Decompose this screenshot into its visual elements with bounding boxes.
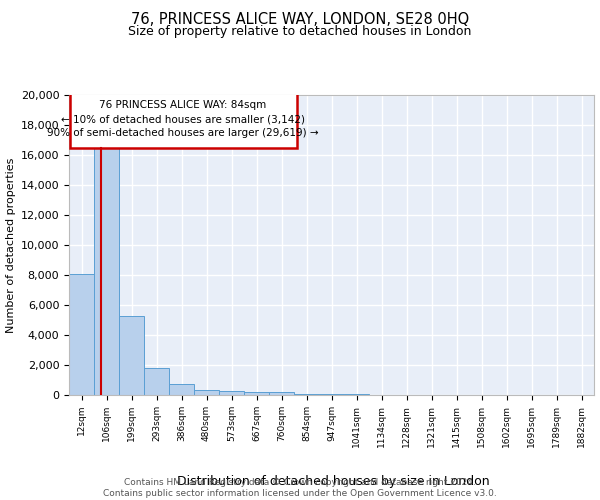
Y-axis label: Number of detached properties: Number of detached properties [7,158,16,332]
Text: 76 PRINCESS ALICE WAY: 84sqm
← 10% of detached houses are smaller (3,142)
90% of: 76 PRINCESS ALICE WAY: 84sqm ← 10% of de… [47,100,319,138]
Text: Size of property relative to detached houses in London: Size of property relative to detached ho… [128,25,472,38]
Bar [269,392,294,395]
Text: Distribution of detached houses by size in London: Distribution of detached houses by size … [176,474,490,488]
Bar [70,90,296,148]
Bar [319,394,344,395]
Text: 76, PRINCESS ALICE WAY, LONDON, SE28 0HQ: 76, PRINCESS ALICE WAY, LONDON, SE28 0HQ [131,12,469,28]
Bar [344,394,369,395]
Bar [94,146,119,395]
Bar [294,394,319,395]
Bar [244,392,269,395]
Bar [169,384,194,395]
Bar [119,316,144,395]
Text: Contains HM Land Registry data © Crown copyright and database right 2024.
Contai: Contains HM Land Registry data © Crown c… [103,478,497,498]
Bar [194,390,219,395]
Bar [144,368,169,395]
Bar [69,274,94,395]
Bar [219,392,244,395]
